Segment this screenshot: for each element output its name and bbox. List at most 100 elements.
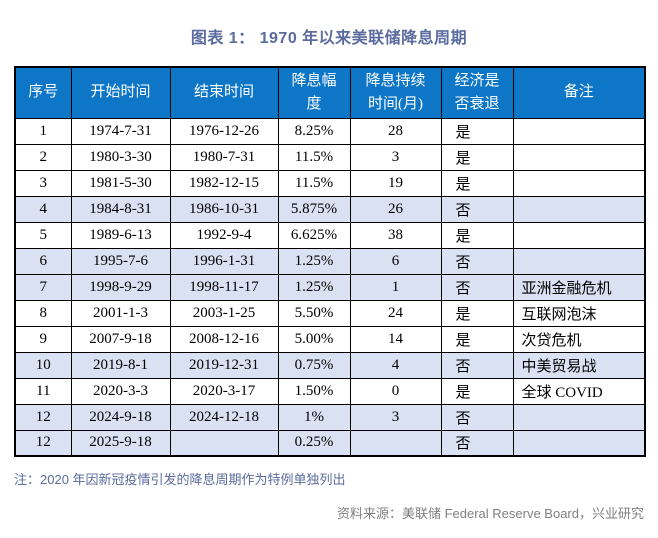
cell-end: 1980-7-31 bbox=[169, 143, 279, 171]
cell-cut: 11.5% bbox=[277, 143, 351, 171]
cell-months: 26 bbox=[349, 195, 442, 223]
table-row: 7 1998-9-29 1998-11-17 1.25% 1 否亚洲金融危机 bbox=[14, 273, 646, 301]
cell-months: 1 bbox=[349, 273, 442, 301]
cell-end: 1982-12-15 bbox=[169, 169, 279, 197]
cell-recession: 否 bbox=[440, 403, 514, 431]
table-row: 12 2025-9-18 0.25% 否 bbox=[14, 429, 646, 457]
cell-months: 14 bbox=[349, 325, 442, 353]
cell-no: 5 bbox=[14, 221, 72, 249]
figure-title: 图表 1： 1970 年以来美联储降息周期 bbox=[190, 30, 468, 47]
cell-note bbox=[512, 169, 646, 197]
cell-note bbox=[512, 247, 646, 275]
cell-start: 2001-1-3 bbox=[70, 299, 171, 327]
cell-no: 7 bbox=[14, 273, 72, 301]
cell-cut: 0.75% bbox=[277, 351, 351, 379]
cell-no: 3 bbox=[14, 169, 72, 197]
cell-start: 1995-7-6 bbox=[70, 247, 171, 275]
cell-start: 1998-9-29 bbox=[70, 273, 171, 301]
data-source-attribution: 资料来源：美联储 Federal Reserve Board，兴业研究 bbox=[336, 506, 644, 521]
table-row: 10 2019-8-1 2019-12-31 0.75% 4 否中美贸易战 bbox=[14, 351, 646, 379]
cell-months: 19 bbox=[349, 169, 442, 197]
cell-no: 1 bbox=[14, 117, 72, 145]
table-row: 2 1980-3-30 1980-7-31 11.5% 3 是 bbox=[14, 143, 646, 171]
cell-no: 12 bbox=[14, 403, 72, 431]
cell-cut: 5.00% bbox=[277, 325, 351, 353]
table-row: 11 2020-3-3 2020-3-17 1.50% 0 是全球 COVID bbox=[14, 377, 646, 405]
cell-recession: 是 bbox=[440, 325, 514, 353]
cell-no: 11 bbox=[14, 377, 72, 405]
cell-cut: 8.25% bbox=[277, 117, 351, 145]
cell-months: 6 bbox=[349, 247, 442, 275]
cell-recession: 是 bbox=[440, 169, 514, 197]
table-header-row: 序号 开始时间 结束时间 降息幅度 降息持续时间(月) 经济是否衰退 备注 bbox=[14, 66, 646, 119]
cell-end: 1992-9-4 bbox=[169, 221, 279, 249]
cell-end: 1976-12-26 bbox=[169, 117, 279, 145]
cell-note bbox=[512, 403, 646, 431]
cell-no: 10 bbox=[14, 351, 72, 379]
cell-end: 1998-11-17 bbox=[169, 273, 279, 301]
cell-note: 亚洲金融危机 bbox=[512, 273, 646, 301]
cell-note bbox=[512, 429, 646, 457]
cell-end: 1996-1-31 bbox=[169, 247, 279, 275]
column-header-3: 降息幅度 bbox=[277, 66, 351, 119]
table-row: 8 2001-1-3 2003-1-25 5.50% 24 是互联网泡沫 bbox=[14, 299, 646, 327]
column-header-0: 序号 bbox=[14, 66, 72, 119]
cell-end: 2003-1-25 bbox=[169, 299, 279, 327]
cell-note bbox=[512, 143, 646, 171]
cell-no: 8 bbox=[14, 299, 72, 327]
column-header-6: 备注 bbox=[512, 66, 646, 119]
column-header-5: 经济是否衰退 bbox=[440, 66, 514, 119]
column-header-2: 结束时间 bbox=[169, 66, 279, 119]
cell-cut: 6.625% bbox=[277, 221, 351, 249]
cell-start: 1989-6-13 bbox=[70, 221, 171, 249]
cell-months: 3 bbox=[349, 143, 442, 171]
table-row: 9 2007-9-18 2008-12-16 5.00% 14 是次贷危机 bbox=[14, 325, 646, 353]
cell-note bbox=[512, 221, 646, 249]
cell-end: 1986-10-31 bbox=[169, 195, 279, 223]
cell-start: 2019-8-1 bbox=[70, 351, 171, 379]
table-row: 3 1981-5-30 1982-12-15 11.5% 19 是 bbox=[14, 169, 646, 197]
cell-recession: 是 bbox=[440, 143, 514, 171]
cell-months: 24 bbox=[349, 299, 442, 327]
cell-recession: 是 bbox=[440, 117, 514, 145]
cell-note: 中美贸易战 bbox=[512, 351, 646, 379]
cell-end: 2008-12-16 bbox=[169, 325, 279, 353]
cell-note bbox=[512, 195, 646, 223]
cell-cut: 1.50% bbox=[277, 377, 351, 405]
rate-cut-cycles-table: 序号 开始时间 结束时间 降息幅度 降息持续时间(月) 经济是否衰退 备注 1 1974-7-… bbox=[14, 66, 646, 457]
cell-end: 2024-12-18 bbox=[169, 403, 279, 431]
cell-end: 2019-12-31 bbox=[169, 351, 279, 379]
cell-no: 2 bbox=[14, 143, 72, 171]
cell-start: 2007-9-18 bbox=[70, 325, 171, 353]
cell-start: 1984-8-31 bbox=[70, 195, 171, 223]
table-row: 12 2024-9-18 2024-12-18 1% 3 否 bbox=[14, 403, 646, 431]
cell-cut: 5.875% bbox=[277, 195, 351, 223]
cell-start: 2025-9-18 bbox=[70, 429, 171, 457]
cell-months: 0 bbox=[349, 377, 442, 405]
cell-start: 2024-9-18 bbox=[70, 403, 171, 431]
table-body: 1 1974-7-31 1976-12-26 8.25% 28 是 2 1980-3-30 19… bbox=[14, 117, 646, 457]
cell-start: 1980-3-30 bbox=[70, 143, 171, 171]
cell-note: 全球 COVID bbox=[512, 377, 646, 405]
cell-recession: 否 bbox=[440, 195, 514, 223]
cell-months: 38 bbox=[349, 221, 442, 249]
cell-recession: 否 bbox=[440, 429, 514, 457]
cell-no: 9 bbox=[14, 325, 72, 353]
cell-cut: 1.25% bbox=[277, 273, 351, 301]
cell-months: 3 bbox=[349, 403, 442, 431]
cell-recession: 是 bbox=[440, 299, 514, 327]
cell-cut: 5.50% bbox=[277, 299, 351, 327]
table-row: 4 1984-8-31 1986-10-31 5.875% 26 否 bbox=[14, 195, 646, 223]
cell-no: 6 bbox=[14, 247, 72, 275]
column-header-1: 开始时间 bbox=[70, 66, 171, 119]
cell-no: 4 bbox=[14, 195, 72, 223]
cell-recession: 否 bbox=[440, 247, 514, 275]
column-header-4: 降息持续时间(月) bbox=[349, 66, 442, 119]
table-footnote: 注：2020 年因新冠疫情引发的降息周期作为特例单独列出 bbox=[14, 472, 346, 487]
cell-recession: 否 bbox=[440, 273, 514, 301]
cell-start: 1974-7-31 bbox=[70, 117, 171, 145]
cell-no: 12 bbox=[14, 429, 72, 457]
cell-end bbox=[169, 429, 279, 457]
table-row: 5 1989-6-13 1992-9-4 6.625% 38 是 bbox=[14, 221, 646, 249]
